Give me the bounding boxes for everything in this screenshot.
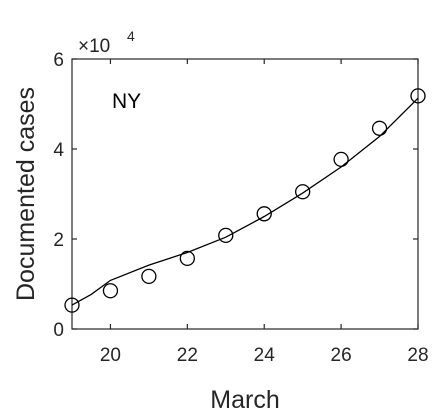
data-point	[179, 250, 195, 267]
data-point	[218, 227, 234, 244]
plot-area	[71, 58, 419, 330]
x-tick-label: 20	[100, 345, 121, 366]
data-point	[256, 206, 272, 222]
data-point	[333, 151, 349, 168]
y-tick-label: 4	[53, 140, 64, 161]
y-multiplier-exponent: 4	[127, 28, 135, 44]
data-point	[102, 283, 119, 299]
y-tick-label: 0	[53, 320, 64, 341]
x-tick-label: 22	[177, 345, 198, 366]
y-tick-label: 6	[53, 50, 64, 71]
y-multiplier-base: ×10	[78, 36, 110, 57]
data-point	[371, 120, 388, 136]
annotation-ny: NY	[112, 90, 141, 113]
fit-line	[71, 97, 419, 306]
data-point	[141, 268, 157, 285]
x-tick-label: 28	[407, 345, 428, 366]
y-tick-label: 2	[53, 230, 64, 251]
x-tick-label: 26	[331, 345, 352, 366]
y-axis-label: Documented cases	[12, 87, 40, 301]
x-axis-label: March	[210, 386, 279, 414]
data-point	[64, 297, 80, 313]
x-tick-label: 24	[254, 345, 276, 366]
data-point	[410, 88, 426, 104]
data-point	[295, 184, 311, 200]
